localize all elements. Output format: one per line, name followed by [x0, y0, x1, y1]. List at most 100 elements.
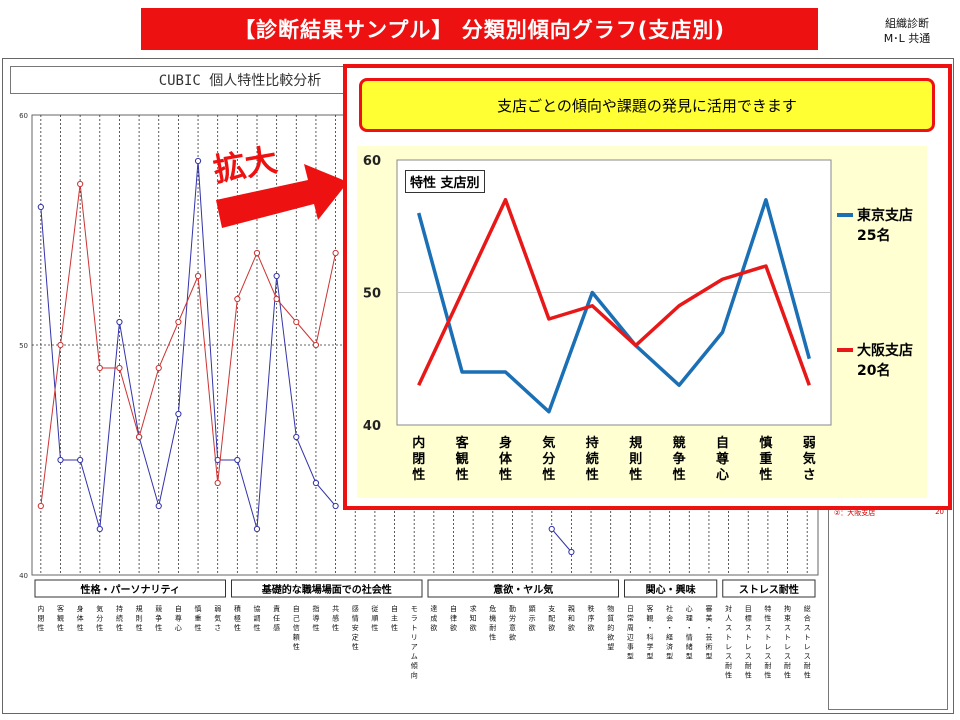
background-column-label-char: 耐	[725, 661, 732, 670]
x-tick-label-char: 自	[716, 435, 729, 451]
background-column-label-char: 術	[705, 642, 712, 651]
background-column-label-char: 会	[666, 614, 673, 623]
legend-name: 大阪支店	[857, 342, 913, 359]
background-column-label-char: 緒	[686, 642, 693, 651]
background-column-label-char: 性	[116, 623, 123, 632]
background-column-label-char: 型	[705, 652, 712, 661]
x-tick-label-char: 性	[499, 467, 512, 483]
background-legend-item-value: 20	[935, 508, 944, 516]
background-category-header-label: 基礎的な職場場面での社会性	[261, 583, 392, 596]
background-column-label-char: ス	[745, 624, 752, 632]
background-data-point	[155, 364, 162, 372]
background-data-point	[57, 456, 64, 464]
legend-name: 東京支店	[857, 207, 913, 224]
background-data-point	[332, 249, 339, 257]
background-column-label-char: 済	[666, 642, 673, 651]
background-column-label-char: 客	[57, 604, 64, 613]
background-column-label-char: ス	[804, 624, 811, 632]
x-tick-label-char: 尊	[716, 451, 729, 467]
background-column-label-char: 耐	[784, 661, 791, 670]
background-column-label-char: 序	[588, 614, 595, 623]
background-column-label-char: ス	[784, 624, 791, 632]
series-line-osaka	[417, 198, 811, 386]
background-column-label-char: レ	[745, 643, 752, 651]
background-data-point	[116, 318, 123, 326]
background-y-tick-label: 50	[19, 342, 28, 350]
background-column-label-char: 主	[391, 614, 398, 623]
x-tick-label-char: 弱	[803, 435, 816, 451]
background-column-label-char: 性	[195, 623, 202, 632]
background-category-header	[722, 579, 816, 598]
background-column-label-char: 任	[273, 614, 280, 623]
header-note: 組織診断 M･L 共通	[862, 16, 952, 46]
background-column-label-char: 顕	[529, 605, 536, 613]
background-column-label-char: 自	[450, 604, 457, 613]
background-column-label-char: ト	[784, 634, 791, 642]
background-column-label-char: 調	[253, 614, 260, 623]
background-column-label-char: 内	[37, 604, 44, 613]
background-column-label-char: 争	[155, 614, 162, 623]
background-data-point	[293, 318, 300, 326]
background-column-label-char: 従	[371, 604, 378, 613]
background-column-label-char: ・	[686, 624, 693, 632]
background-column-label-char: 律	[450, 614, 457, 623]
header-note-line2: M･L 共通	[883, 32, 931, 45]
legend-count: 25名	[857, 227, 890, 244]
background-column-label-char: 自	[293, 604, 300, 613]
background-data-point	[253, 249, 261, 257]
x-tick-label-char: 客	[456, 435, 470, 451]
background-column-label-char: 自	[391, 604, 398, 613]
background-category-header-label: ストレス耐性	[739, 583, 799, 596]
background-data-point	[548, 525, 555, 533]
background-column-label-char: 示	[529, 615, 536, 623]
background-series-line	[551, 528, 572, 553]
background-column-label-char: ス	[764, 624, 771, 632]
background-column-label-char: 極	[234, 614, 241, 623]
background-category-header	[231, 579, 423, 598]
background-data-point	[77, 456, 84, 464]
background-column-label-char: 日	[627, 605, 634, 613]
background-data-point	[116, 364, 123, 372]
background-column-label-char: 性	[293, 642, 300, 651]
background-column-label-char: 欲	[529, 623, 536, 632]
background-legend-item-label: ②：大阪支店	[834, 509, 876, 517]
background-column-label-char: ス	[725, 624, 732, 632]
background-column-label-char: 型	[666, 652, 673, 661]
background-column-label-char: 型	[627, 652, 634, 661]
background-column-label-char: 観	[57, 614, 64, 623]
x-tick-label-char: 性	[456, 467, 469, 483]
background-column-label-char: 心	[686, 605, 693, 613]
x-tick-label-char: 性	[673, 467, 686, 483]
x-tick-label-char: 則	[629, 452, 642, 467]
background-column-label-char: レ	[784, 643, 791, 651]
x-tick-label-char: 気	[803, 451, 816, 467]
background-column-label-char: 性	[352, 642, 359, 651]
x-tick-label-char: 性	[586, 467, 599, 483]
header-note-line1: 組織診断	[885, 17, 929, 30]
background-column-label-char: 規	[136, 604, 143, 613]
background-column-label-char: 科	[646, 633, 653, 642]
background-column-label-char: 型	[646, 652, 653, 661]
background-column-label-char: 順	[371, 615, 378, 623]
background-data-point	[234, 295, 241, 303]
x-tick-label-char: 性	[629, 467, 642, 483]
x-tick-label-char: 気	[542, 435, 555, 451]
background-column-label-char: 競	[155, 604, 162, 613]
x-tick-label-char: 閉	[412, 452, 425, 467]
background-column-label-char: 性	[745, 671, 752, 680]
background-column-label-char: ト	[764, 634, 771, 642]
background-column-label-char: モ	[411, 605, 418, 613]
background-column-label-char: 耐	[489, 623, 496, 632]
background-column-label-char: 物	[607, 604, 614, 613]
x-tick-label-char: 規	[629, 436, 642, 451]
background-column-label-char: 性	[764, 614, 771, 623]
background-column-label-char: 性	[371, 623, 378, 632]
background-column-label-char: 常	[627, 614, 634, 623]
x-tick-label-char: 観	[455, 451, 469, 467]
background-column-label-char: 和	[568, 614, 575, 623]
background-data-point	[273, 295, 280, 303]
background-column-label-char: 続	[116, 614, 123, 623]
background-category-header-label: 性格・パーソナリティ	[80, 583, 180, 596]
background-column-label-char: 目	[745, 605, 752, 613]
background-column-label-char: さ	[214, 624, 221, 632]
